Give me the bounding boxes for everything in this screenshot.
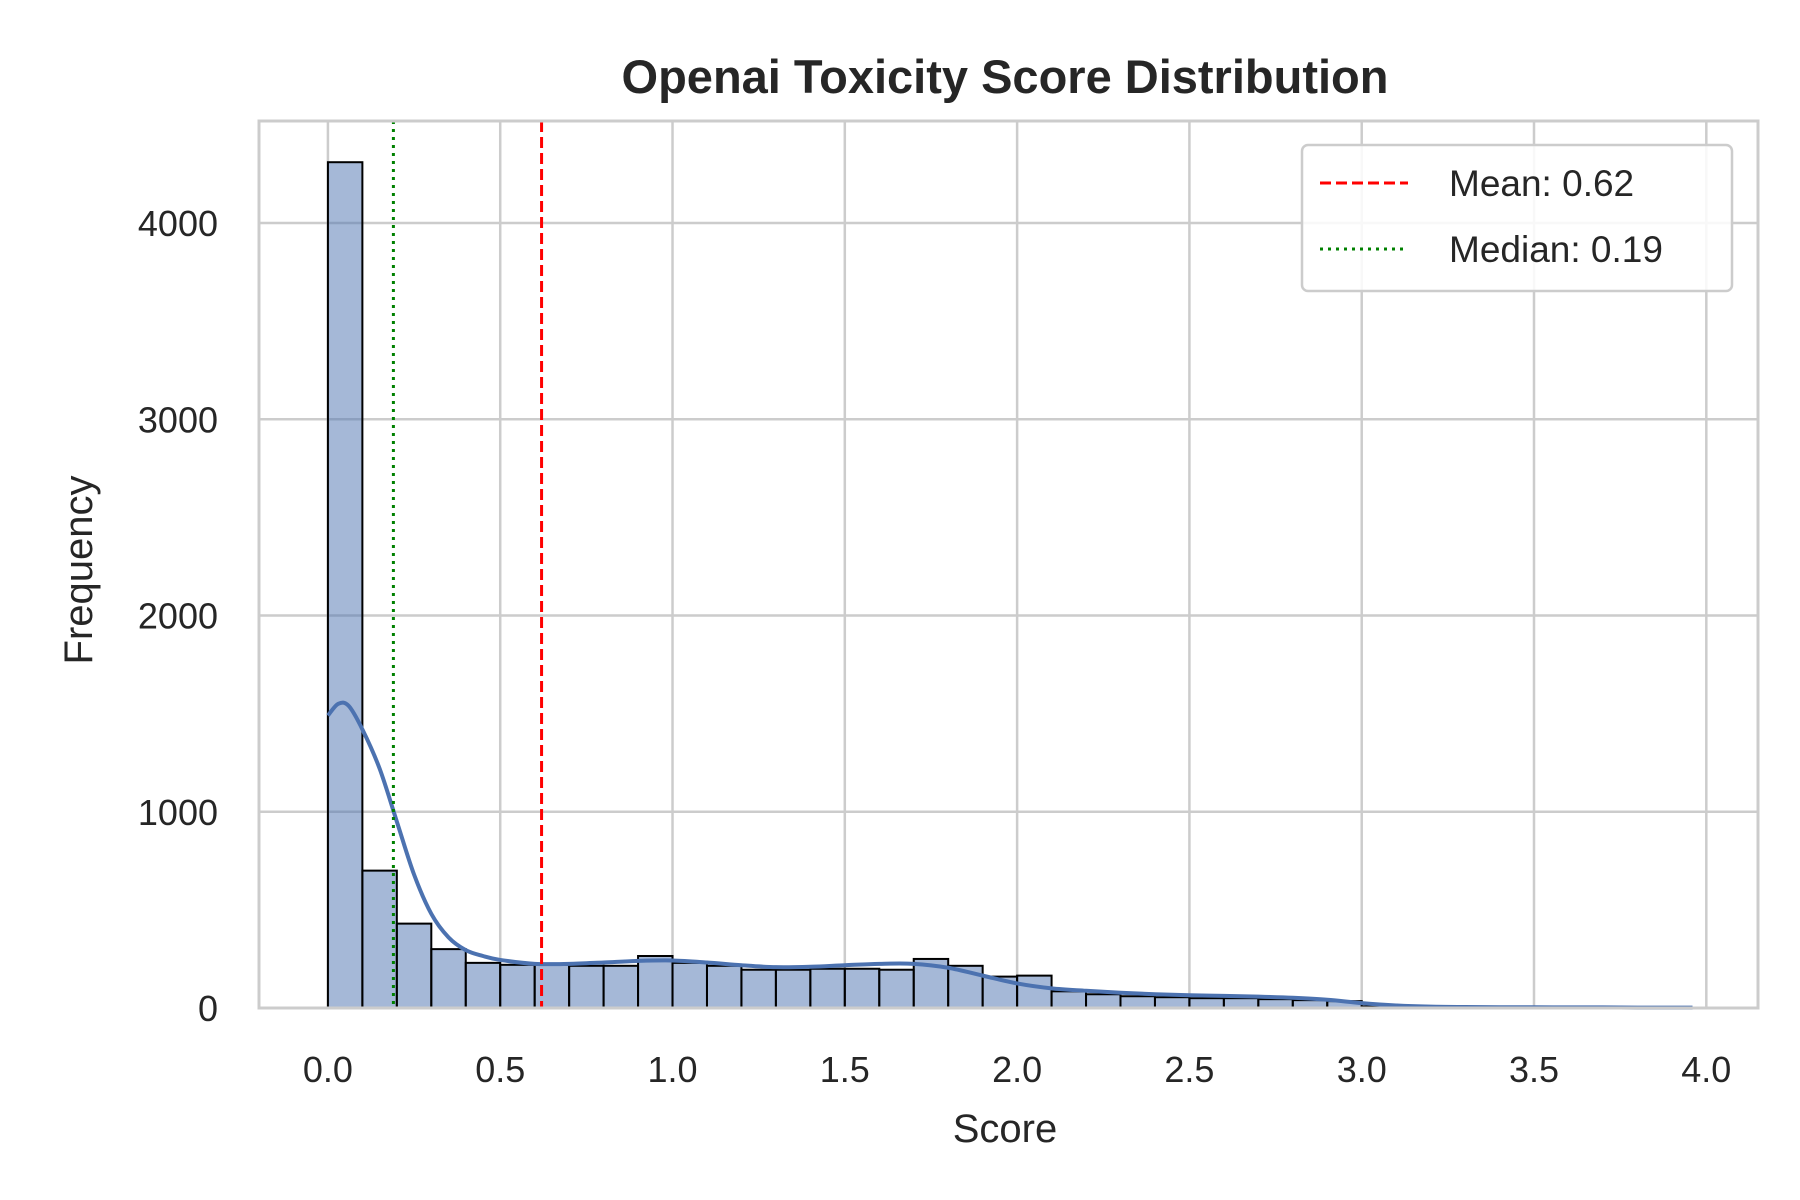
plot-frame <box>257 119 1760 1010</box>
y-tick-label: 1000 <box>138 792 218 833</box>
histogram-bar <box>1085 993 1122 1009</box>
histogram-bar <box>774 968 812 1009</box>
histogram-bar <box>326 161 364 1009</box>
histogram-bar <box>740 968 777 1009</box>
legend: Mean: 0.62 Median: 0.19 <box>1300 143 1734 293</box>
histogram-bar <box>809 967 846 1009</box>
x-tick-label: 0.0 <box>303 1049 353 1090</box>
legend-label: Median: 0.19 <box>1449 229 1663 270</box>
x-tick-label: 3.5 <box>1509 1049 1559 1090</box>
histogram-bar <box>1119 995 1156 1009</box>
histogram-bar <box>464 961 502 1010</box>
histogram-bar <box>499 963 536 1010</box>
histogram-bar <box>705 964 743 1010</box>
x-tick-label: 2.5 <box>1164 1049 1214 1090</box>
histogram-bar <box>361 869 398 1010</box>
chart-title: Openai Toxicity Score Distribution <box>622 50 1389 103</box>
histogram-bar <box>1016 974 1053 1010</box>
x-tick-label: 1.5 <box>820 1049 870 1090</box>
histogram-bar <box>533 963 571 1010</box>
histogram-bar <box>637 954 674 1010</box>
y-tick-labels: 0 1000 2000 3000 4000 <box>138 203 218 1029</box>
histogram-bar <box>1050 990 1088 1010</box>
x-tick-label: 3.0 <box>1337 1049 1387 1090</box>
kde-curve <box>326 700 1693 1010</box>
histogram-bar <box>568 964 605 1010</box>
histogram-bar <box>430 948 467 1009</box>
x-tick-label: 4.0 <box>1681 1049 1731 1090</box>
x-tick-labels: 0.0 0.5 1.0 1.5 2.0 2.5 3.0 3.5 4.0 <box>303 1049 1731 1090</box>
y-tick-label: 2000 <box>138 596 218 637</box>
legend-box <box>1300 143 1734 293</box>
x-tick-label: 2.0 <box>992 1049 1042 1090</box>
y-axis-label: Frequency <box>57 476 101 665</box>
histogram-bar <box>1153 996 1191 1009</box>
kde-curve-layer <box>326 700 1693 1010</box>
legend-label: Mean: 0.62 <box>1449 163 1634 204</box>
y-tick-label: 0 <box>198 988 218 1029</box>
histogram-bar <box>395 922 433 1009</box>
x-tick-label: 0.5 <box>475 1049 525 1090</box>
histogram-bar <box>878 968 915 1009</box>
histogram-bar <box>671 961 708 1010</box>
y-tick-label: 3000 <box>138 399 218 440</box>
y-tick-label: 4000 <box>138 203 218 244</box>
reference-lines <box>391 121 544 1008</box>
histogram-bar <box>843 967 881 1009</box>
x-tick-label: 1.0 <box>647 1049 697 1090</box>
histogram-bar <box>602 964 640 1010</box>
x-axis-label: Score <box>953 1107 1058 1151</box>
